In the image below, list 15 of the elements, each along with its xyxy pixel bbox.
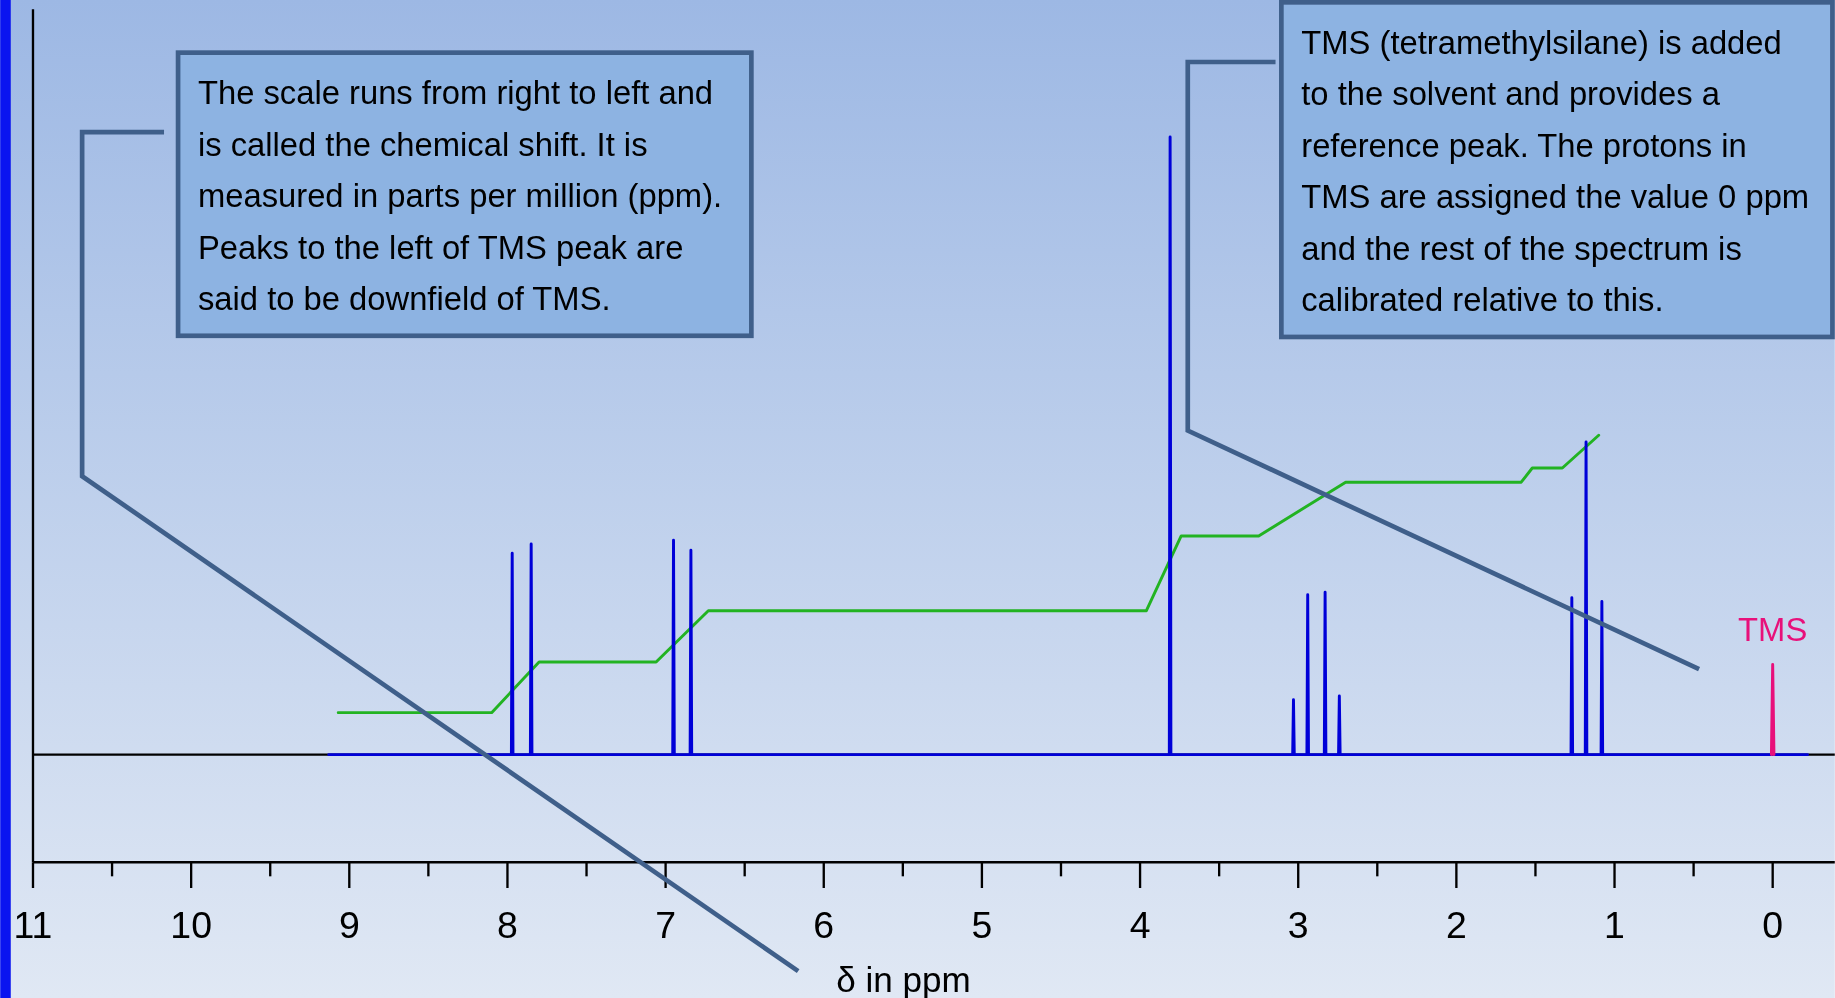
x-tick-label: 5 <box>971 904 993 947</box>
x-tick-label: 0 <box>1762 904 1784 947</box>
x-tick-label: 1 <box>1604 904 1625 947</box>
series-label: TMS <box>1738 611 1808 649</box>
x-tick-label: 10 <box>170 904 212 947</box>
x-tick-label: 8 <box>497 904 518 947</box>
annotation: The scale runs from right to left and is called the chemical shift. It is measured in parts per million (ppm). Peaks to the left of TMS peak are said to be downfield of TMS. <box>197 74 723 318</box>
x-tick-label: 7 <box>655 904 677 947</box>
x-tick-label: 9 <box>338 904 360 947</box>
x-tick-label: 2 <box>1445 904 1467 947</box>
x-tick-label: 6 <box>813 904 835 947</box>
x-tick-label: 4 <box>1129 904 1151 947</box>
x-tick-label: 11 <box>13 904 53 947</box>
x-tick-label: 3 <box>1287 904 1309 947</box>
annotation: TMS (tetramethylsilane) is added to the solvent and provides a reference peak. The protons in TMS are assigned the value 0 ppm and the rest of the spectrum is calibrated relative to this. <box>1301 23 1810 319</box>
